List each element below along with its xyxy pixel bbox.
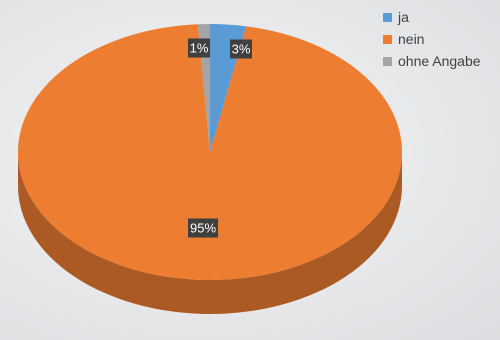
pie-top-layer <box>17 24 402 280</box>
legend: ja nein ohne Angabe <box>383 6 481 72</box>
legend-item-ja: ja <box>383 6 481 28</box>
data-label-nein: 95% <box>188 218 218 238</box>
legend-swatch-ja <box>383 12 392 22</box>
legend-label-ja: ja <box>398 9 409 25</box>
data-label-box-ohne-angabe <box>188 38 210 58</box>
pie-side-layer <box>18 152 402 314</box>
legend-swatch-ohne-angabe <box>383 56 392 66</box>
legend-item-nein: nein <box>383 28 481 50</box>
pie-side-nein <box>18 152 402 314</box>
pie-labels-layer: 3% 95% 1% <box>188 38 252 238</box>
legend-label-ohne-angabe: ohne Angabe <box>398 53 481 69</box>
data-label-box-ja <box>230 39 252 59</box>
data-label-text-nein: 95% <box>190 221 216 236</box>
data-label-text-ja: 3% <box>232 42 251 57</box>
pie-slice-nein <box>17 24 402 280</box>
data-label-ohne-angabe: 1% <box>188 38 210 58</box>
legend-swatch-nein <box>383 34 392 44</box>
data-label-box-nein <box>188 218 218 238</box>
legend-item-ohne-angabe: ohne Angabe <box>383 50 481 72</box>
data-label-ja: 3% <box>230 39 252 59</box>
legend-label-nein: nein <box>398 31 425 47</box>
data-label-text-ohne-angabe: 1% <box>190 41 209 56</box>
